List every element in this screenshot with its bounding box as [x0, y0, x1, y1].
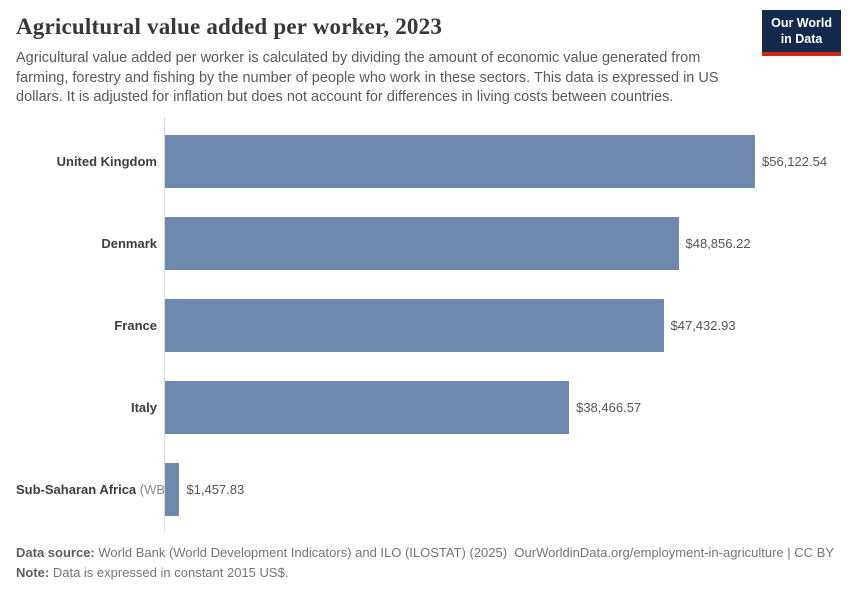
bar-chart: United Kingdom $56,122.54 Denmark $48,85… — [16, 117, 834, 531]
bar-row: France $47,432.93 — [16, 298, 834, 352]
bar-track: $1,457.83 — [164, 462, 834, 516]
owid-logo-line1: Our World — [771, 16, 832, 30]
bar-rows: United Kingdom $56,122.54 Denmark $48,85… — [16, 134, 834, 516]
chart-subtitle: Agricultural value added per worker is c… — [16, 50, 719, 105]
bar-track: $38,466.57 — [164, 380, 834, 434]
entity-label-cell: Italy — [16, 400, 164, 415]
bar-track: $47,432.93 — [164, 298, 834, 352]
chart-header: Agricultural value added per worker, 202… — [0, 0, 850, 108]
bar-value-label: $56,122.54 — [762, 153, 828, 169]
entity-label: Italy — [130, 399, 157, 415]
bar-value-label: $1,457.83 — [186, 481, 245, 497]
entity-label-cell: Sub-Saharan Africa (WB) — [16, 481, 169, 497]
bar-track: $56,122.54 — [164, 134, 834, 188]
bar-row: United Kingdom $56,122.54 — [16, 134, 834, 188]
bar-row: Italy $38,466.57 — [16, 380, 834, 434]
bar-value-label: $47,432.93 — [670, 317, 736, 333]
entity-label: United Kingdom — [56, 153, 157, 169]
entity-label-cell: United Kingdom — [16, 154, 164, 169]
bar-value-label: $48,856.22 — [685, 235, 751, 251]
entity-label: Denmark — [101, 235, 157, 251]
chart-footer: Data source: World Bank (World Developme… — [16, 545, 834, 580]
entity-suffix: (WB) — [136, 481, 170, 497]
chart-note: Note: Data is expressed in constant 2015… — [16, 565, 834, 580]
owid-logo[interactable]: Our World in Data — [762, 10, 841, 56]
bar[interactable] — [164, 380, 570, 434]
owid-logo-line2: in Data — [780, 32, 823, 46]
bar-value-label: $38,466.57 — [576, 399, 642, 415]
note-text: Data is expressed in constant 2015 US$. — [52, 564, 289, 580]
entity-label-cell: France — [16, 318, 164, 333]
bar[interactable] — [164, 134, 755, 188]
data-source-text: World Bank (World Development Indicators… — [98, 544, 508, 560]
data-source: Data source: World Bank (World Developme… — [16, 545, 507, 560]
note-label: Note: — [16, 564, 50, 580]
bar-row: Denmark $48,856.22 — [16, 216, 834, 270]
page-title: Agricultural value added per worker, 202… — [16, 14, 443, 39]
bar-row: Sub-Saharan Africa (WB) $1,457.83 — [16, 462, 834, 516]
data-source-label: Data source: — [16, 544, 95, 560]
entity-label: France — [114, 317, 157, 333]
bar[interactable] — [164, 298, 664, 352]
owid-url-license-link[interactable]: OurWorldinData.org/employment-in-agricul… — [514, 544, 834, 560]
bar[interactable] — [164, 462, 180, 516]
entity-label-cell: Denmark — [16, 236, 164, 251]
entity-label: Sub-Saharan Africa — [16, 481, 137, 497]
bar-track: $48,856.22 — [164, 216, 834, 270]
bar[interactable] — [164, 216, 679, 270]
y-axis-line — [164, 117, 165, 531]
